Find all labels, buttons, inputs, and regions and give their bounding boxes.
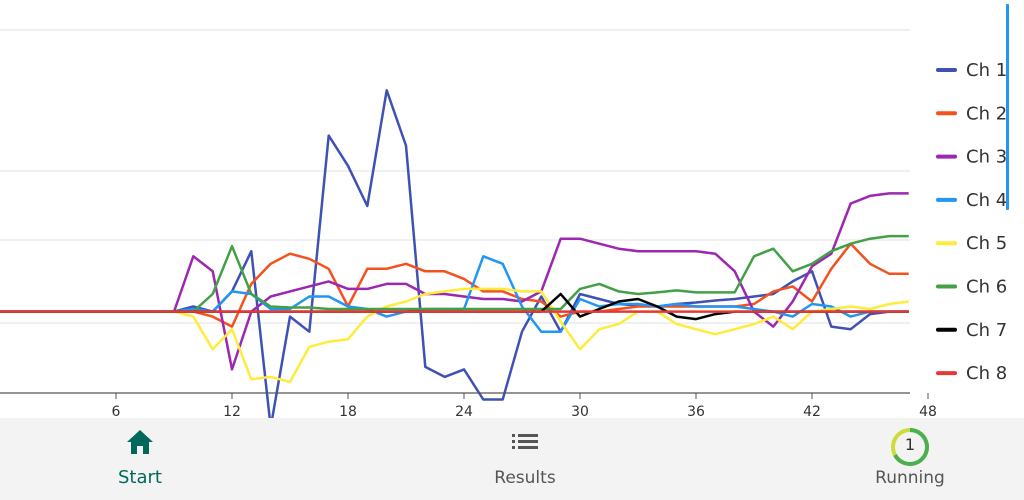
x-tick-label: 24 <box>455 404 473 418</box>
series-line-ch1 <box>0 89 909 418</box>
series-line-ch2 <box>0 242 909 328</box>
legend-label: Ch 1 <box>966 60 1007 81</box>
series-line-ch3 <box>0 192 909 371</box>
legend: Ch 1 Ch 2 Ch 3 Ch 4 Ch 5 Ch 6 Ch 7 Ch 8 <box>936 60 1007 384</box>
home-icon <box>127 430 153 454</box>
nav-start-label: Start <box>118 467 162 488</box>
legend-item-ch7[interactable]: Ch 7 <box>936 320 1007 341</box>
series-line-ch5 <box>0 287 909 384</box>
legend-label: Ch 6 <box>966 277 1007 298</box>
nav-results-button[interactable]: Results <box>445 418 605 500</box>
x-axis: 6 12 18 24 30 36 42 48 <box>0 392 937 418</box>
legend-item-ch5[interactable]: Ch 5 <box>936 233 1007 254</box>
legend-item-ch3[interactable]: Ch 3 <box>936 147 1007 168</box>
nav-results-label: Results <box>494 468 556 488</box>
line-chart: 6 12 18 24 30 36 42 48 Ch 1 Ch 2 Ch 3 Ch 4 Ch 5 Ch 6… <box>0 29 1007 418</box>
legend-label: Ch 5 <box>966 233 1007 254</box>
x-tick-label: 36 <box>687 404 705 418</box>
x-tick-label: 18 <box>339 404 357 418</box>
legend-label: Ch 3 <box>966 147 1007 168</box>
gridlines <box>0 29 910 324</box>
legend-label: Ch 2 <box>966 103 1007 124</box>
x-tick-label: 48 <box>919 404 937 418</box>
legend-item-ch8[interactable]: Ch 8 <box>936 363 1007 384</box>
legend-label: Ch 8 <box>966 363 1007 384</box>
nav-start-button[interactable]: Start <box>60 418 220 500</box>
legend-label: Ch 7 <box>966 320 1007 341</box>
nav-running-button[interactable]: 1 Running <box>830 418 990 500</box>
series-lines <box>0 89 909 418</box>
series-line-ch7 <box>0 292 909 321</box>
scroll-indicator[interactable] <box>1006 4 1009 210</box>
legend-item-ch1[interactable]: Ch 1 <box>936 60 1007 81</box>
running-count: 1 <box>904 435 916 454</box>
legend-item-ch4[interactable]: Ch 4 <box>936 190 1007 211</box>
x-tick-label: 30 <box>571 404 589 418</box>
nav-running-label: Running <box>875 468 945 488</box>
x-tick-label: 12 <box>223 404 241 418</box>
x-tick-label: 42 <box>803 404 821 418</box>
legend-item-ch6[interactable]: Ch 6 <box>936 277 1007 298</box>
bottom-navigation: Start Results 1 Running <box>0 418 1024 500</box>
legend-item-ch2[interactable]: Ch 2 <box>936 103 1007 124</box>
legend-label: Ch 4 <box>966 190 1007 211</box>
series-line-ch4 <box>0 255 909 333</box>
x-tick-label: 6 <box>112 404 121 418</box>
list-icon <box>512 434 538 449</box>
progress-ring-icon: 1 <box>890 427 930 467</box>
series-line-ch6 <box>0 234 909 313</box>
